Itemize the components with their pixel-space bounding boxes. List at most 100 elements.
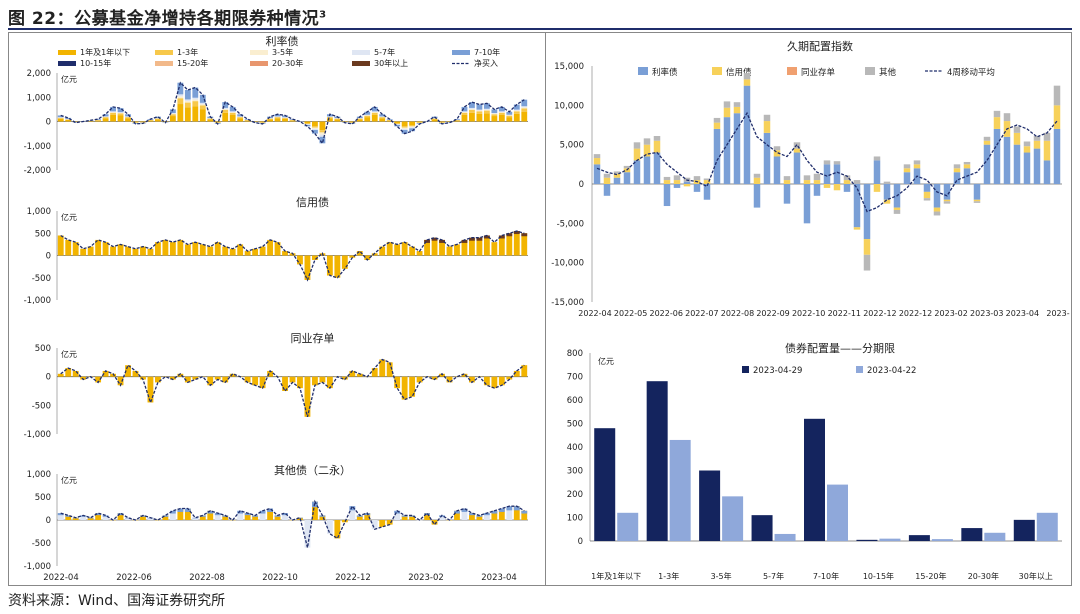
bar-credit_bond: [491, 242, 498, 256]
bar-duration_index: [723, 107, 731, 118]
unit-label-credit_bond: 亿元: [61, 212, 77, 222]
x-tick-label-other_bond: 2022-04: [43, 573, 79, 583]
bar-rate_bond: [469, 109, 475, 113]
bar-rate_bond: [394, 124, 401, 127]
source-note: 资料来源：Wind、国海证券研究所: [8, 593, 226, 609]
bar-rate_bond: [312, 127, 318, 129]
bar-duration_index: [793, 152, 801, 184]
legend-swatch-rate_bond: [250, 50, 268, 55]
bar-rate_bond: [222, 102, 229, 108]
bar-rate_bond: [513, 111, 520, 114]
bar-duration_index: [863, 239, 871, 255]
bar-duration_index: [623, 165, 631, 169]
bar-duration_index: [1013, 132, 1021, 145]
x-tick-label-duration_index: 2022-08: [721, 309, 754, 318]
legend-label-rate_bond: 净买入: [474, 58, 498, 68]
bar-segment-other_bond: [461, 508, 468, 512]
bar-credit_bond: [446, 246, 453, 256]
bar-other_bond: [267, 508, 273, 520]
bar-duration_index: [873, 160, 881, 184]
bar-duration_index: [893, 209, 901, 214]
bar-duration_index: [893, 207, 901, 210]
bar-other_bond: [394, 510, 401, 520]
bar-duration_index: [613, 177, 621, 184]
legend-label-rate_bond: 10-15年: [80, 58, 111, 68]
bar-credit_bond: [312, 255, 318, 260]
bar-rate_bond: [184, 101, 191, 103]
x-tick-label-duration_index: 2022-09: [756, 309, 789, 318]
bar-ncd: [379, 359, 386, 377]
bar-ncd: [177, 373, 184, 377]
bar-rate_bond: [177, 82, 184, 95]
bar-rate_bond: [65, 117, 72, 119]
bar-other_bond: [431, 520, 438, 525]
bar-rate_bond: [110, 111, 116, 113]
bar-duration_index: [1053, 128, 1061, 184]
bar-segment-other_bond: [199, 515, 206, 517]
bar-rate_bond: [469, 108, 475, 110]
bar-duration_index: [713, 117, 721, 123]
bar-rate_bond: [207, 118, 214, 120]
bar-duration_index: [933, 211, 941, 216]
bar-duration_index: [623, 172, 631, 184]
bar-credit_bond: [513, 231, 520, 256]
x-tick-label-duration_index: 2022-11: [828, 309, 861, 318]
bar-duration_index: [633, 142, 641, 149]
bar-segment-other_bond: [207, 510, 214, 514]
bar-duration_index: [833, 184, 841, 191]
bar-other_bond: [57, 513, 64, 520]
bar-ncd: [222, 376, 229, 383]
bar-credit_bond: [431, 237, 438, 256]
bar-other_bond: [349, 506, 356, 520]
bar-rate_bond: [386, 120, 393, 122]
bar-duration_index: [843, 175, 851, 181]
bar-rate_bond: [371, 112, 378, 115]
bar-ncd: [117, 376, 124, 386]
bar-credit_bond: [326, 255, 333, 276]
bar-duration_index: [943, 184, 951, 200]
bar-credit_bond: [379, 246, 386, 256]
y-tick-label-tenor_allocation: 0: [578, 537, 583, 547]
bar-duration_index: [753, 184, 761, 208]
bar-duration_index: [613, 171, 621, 174]
bar-duration_index: [653, 136, 661, 141]
bar-rate_bond: [222, 109, 229, 113]
bar-duration_index: [1033, 148, 1041, 184]
bar-duration_index: [603, 184, 611, 196]
bar-ncd: [386, 362, 393, 377]
bar-duration_index: [823, 160, 831, 165]
bar-duration_index: [903, 168, 911, 173]
bar-rate_bond: [282, 115, 288, 118]
bar-credit_bond: [237, 244, 244, 256]
bar-segment-other_bond: [162, 515, 169, 517]
x-tick-label-duration_index: 2023-04: [1006, 309, 1039, 318]
bar-rate_bond: [132, 121, 139, 123]
bar-ncd: [401, 376, 408, 400]
bar-other_bond: [72, 517, 79, 520]
bar-rate_bond: [214, 121, 221, 123]
bar-rate_bond: [110, 114, 116, 122]
bar-duration_index: [643, 144, 651, 157]
bar-rate_bond: [506, 115, 513, 118]
bar-rate_bond: [125, 114, 131, 117]
bar-duration_index: [843, 180, 851, 184]
y-tick-label-rate_bond: -1,000: [24, 142, 51, 152]
bar-segment-other_bond: [65, 515, 72, 517]
x-tick-label-duration_index: 2023-02: [934, 309, 967, 318]
bar-segment-other_bond: [476, 515, 483, 517]
bar-segment-other_bond: [259, 510, 266, 514]
bar-credit_bond: [461, 239, 468, 256]
bar-rate_bond: [192, 106, 199, 122]
bar-other_bond: [401, 515, 408, 520]
bar-rate_bond: [401, 127, 408, 129]
bar-rate_bond: [364, 117, 371, 122]
bar-credit_bond: [282, 251, 288, 256]
bar-rate_bond: [267, 118, 273, 120]
y-tick-label-tenor_allocation: 800: [567, 349, 583, 359]
y-tick-label-duration_index: -5,000: [557, 219, 584, 229]
bar-duration_index: [773, 150, 781, 157]
bar-duration_index: [903, 172, 911, 184]
bar-duration_index: [703, 180, 711, 184]
bar-duration_index: [983, 144, 991, 184]
